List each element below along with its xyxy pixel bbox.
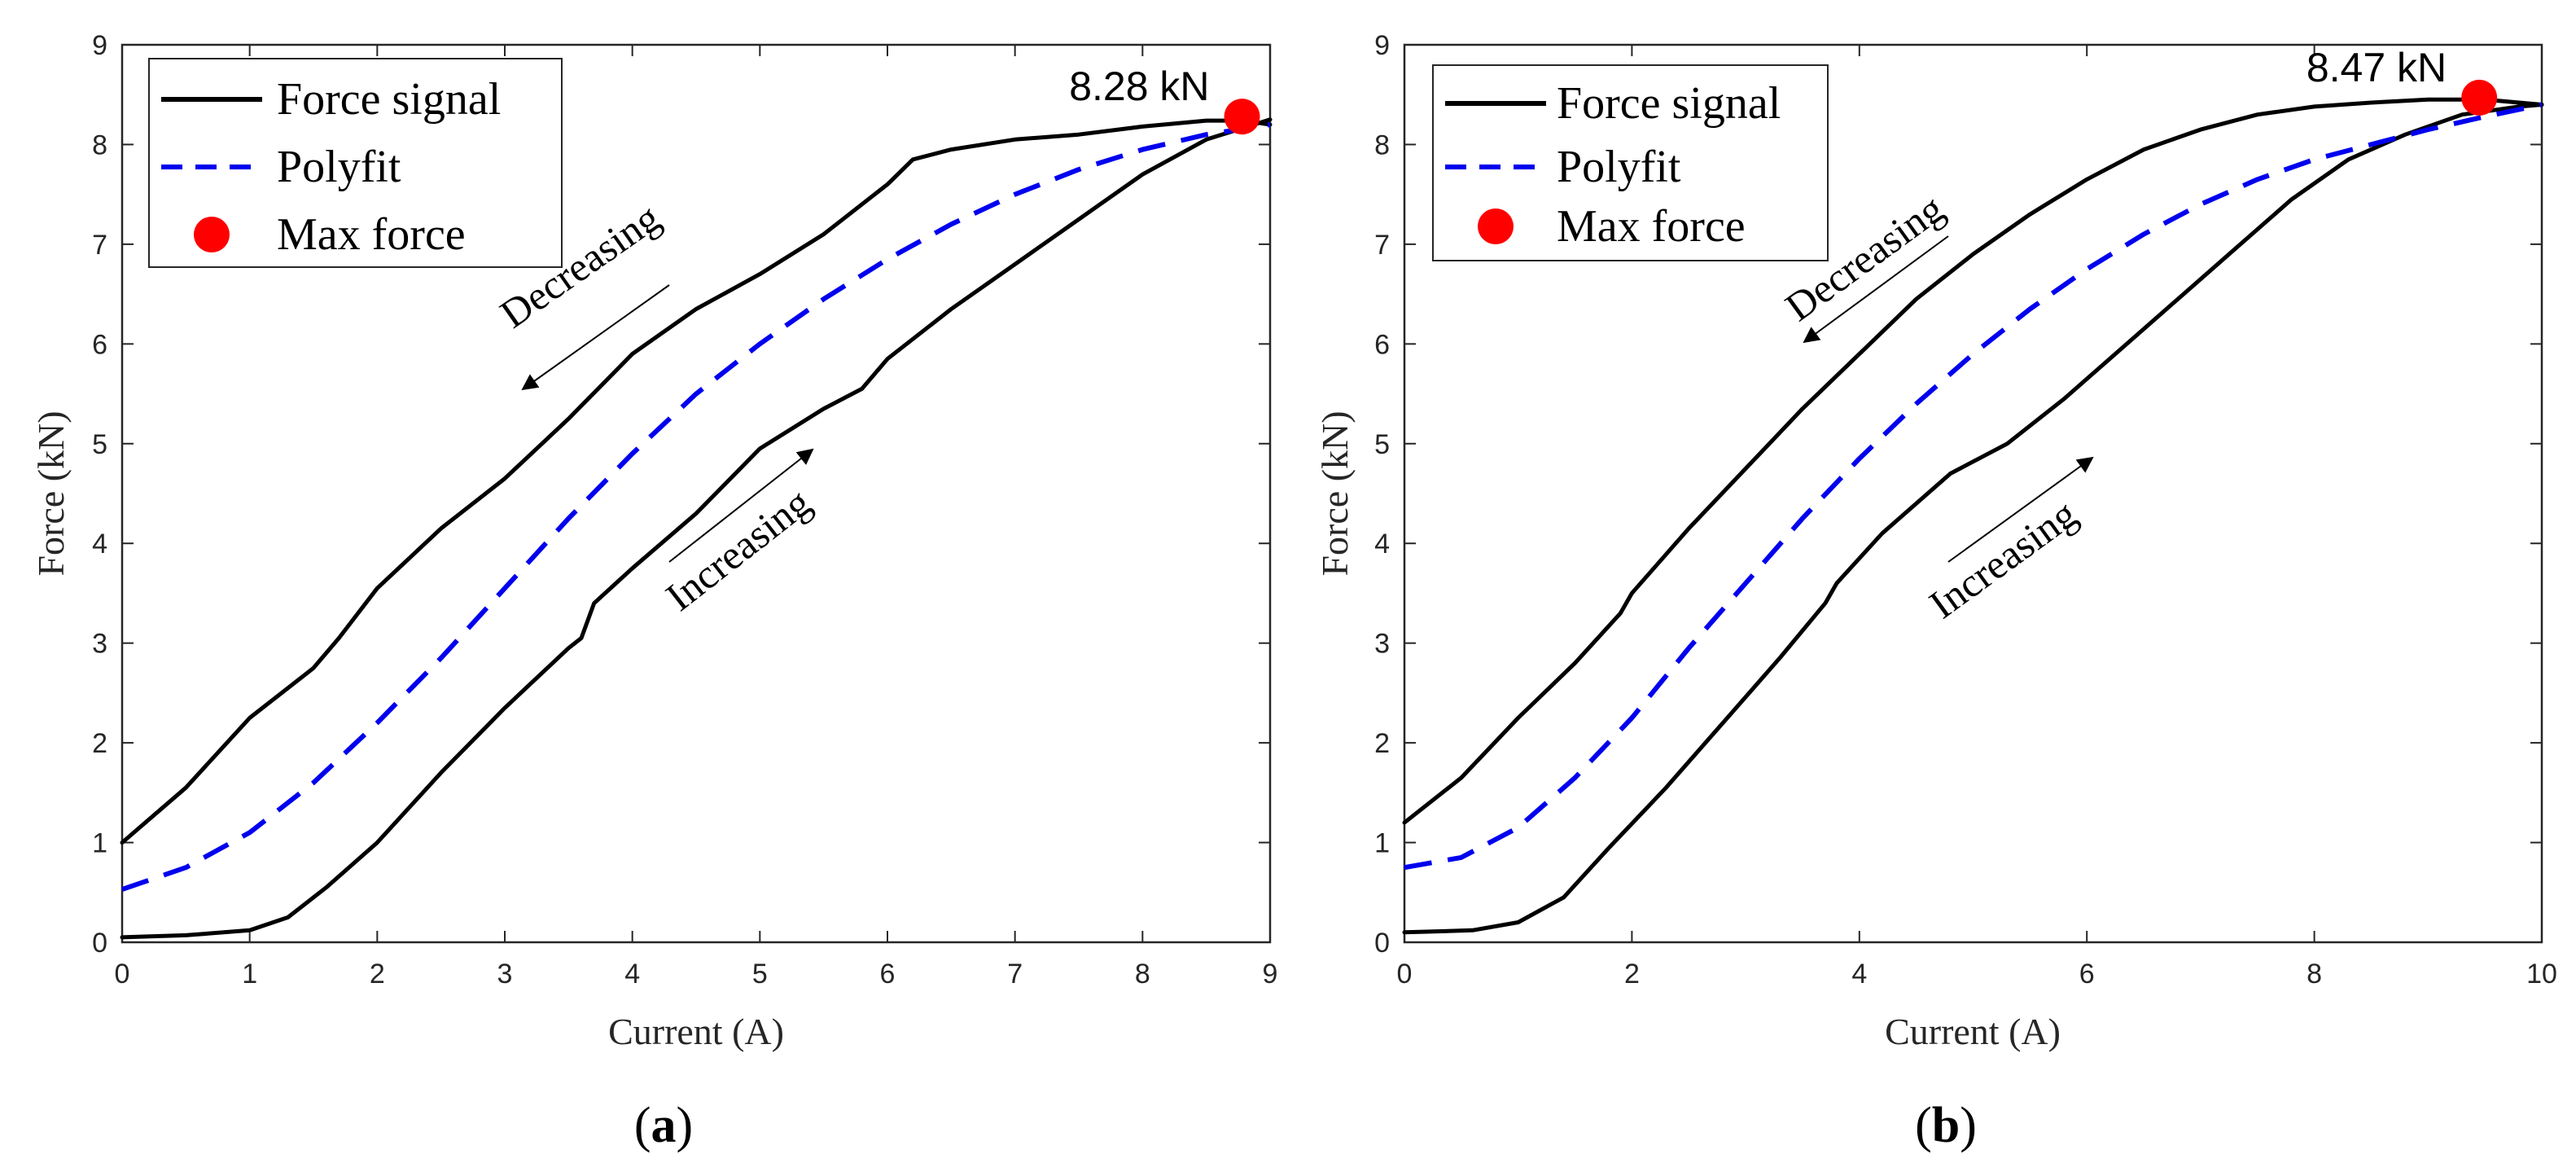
- legend-max-force-swatch: [1478, 208, 1514, 244]
- y-tick-label: 4: [1374, 529, 1390, 559]
- y-tick-label: 1: [1374, 828, 1390, 859]
- y-tick-label: 3: [92, 629, 107, 660]
- y-tick-label: 5: [1374, 429, 1390, 460]
- x-axis-ticks: 0 2 4 6 8 10: [1397, 45, 2557, 990]
- y-axis-ticks: 0 1 2 3 4 5 6 7 8 9: [92, 30, 1270, 959]
- y-tick-label: 2: [1374, 728, 1390, 759]
- x-tick-label: 3: [497, 959, 513, 990]
- x-tick-label: 0: [115, 959, 130, 990]
- y-tick-label: 0: [1374, 928, 1390, 959]
- x-tick-label: 4: [1851, 959, 1867, 990]
- x-tick-label: 7: [1007, 959, 1023, 990]
- max-force-marker: [2461, 79, 2498, 116]
- legend-max-force-swatch: [194, 217, 230, 252]
- decreasing-arrow: [521, 284, 670, 391]
- x-tick-label: 9: [1263, 959, 1278, 990]
- x-axis-ticks: 0 1 2 3 4 5 6 7 8 9: [115, 45, 1278, 990]
- panel-letter-a: a: [651, 1098, 677, 1153]
- y-tick-label: 8: [92, 129, 107, 160]
- legend: Force signal Polyfit Max force: [1432, 64, 1829, 261]
- y-tick-label: 8: [1374, 129, 1390, 160]
- force-signal-decreasing-line: [120, 118, 1273, 845]
- x-tick-label: 2: [370, 959, 385, 990]
- legend-max-force: Max force: [277, 209, 466, 260]
- legend: Force signal Polyfit Max force: [148, 58, 563, 268]
- max-force-label: 8.28 kN: [1069, 64, 1209, 109]
- polyfit-line: [121, 122, 1271, 892]
- series-group: [1402, 97, 2544, 935]
- y-tick-label: 1: [92, 828, 107, 859]
- y-tick-label: 7: [92, 230, 107, 261]
- max-force-marker: [1224, 99, 1260, 135]
- max-force-label: 8.47 kN: [2307, 45, 2447, 90]
- legend-force-signal: Force signal: [277, 74, 501, 125]
- increasing-arrow: [668, 448, 814, 563]
- legend-force-signal: Force signal: [1557, 78, 1781, 129]
- polyfit-line: [1404, 102, 2543, 871]
- panel-label-a: (a): [634, 1098, 693, 1153]
- force-signal-increasing-line: [1402, 103, 2544, 935]
- force-signal-increasing-line: [120, 117, 1273, 940]
- y-tick-label: 3: [1374, 629, 1390, 660]
- y-tick-label: 5: [92, 429, 107, 460]
- y-tick-label: 6: [92, 329, 107, 360]
- y-tick-label: 2: [92, 728, 107, 759]
- x-tick-label: 0: [1397, 959, 1413, 990]
- x-tick-label: 10: [2526, 959, 2557, 990]
- y-tick-label: 0: [92, 928, 107, 959]
- x-tick-label: 4: [624, 959, 640, 990]
- legend-max-force: Max force: [1557, 201, 1746, 252]
- panel-label-b: (b): [1915, 1098, 1977, 1153]
- x-tick-label: 8: [2307, 959, 2322, 990]
- y-tick-label: 9: [1374, 30, 1390, 61]
- x-tick-label: 1: [242, 959, 257, 990]
- y-tick-label: 4: [92, 529, 107, 559]
- series-group: [120, 117, 1273, 940]
- decreasing-arrow: [1803, 235, 1949, 344]
- legend-polyfit: Polyfit: [1557, 142, 1681, 192]
- x-tick-label: 6: [2079, 959, 2095, 990]
- force-signal-decreasing-line: [1402, 97, 2544, 825]
- legend-polyfit: Polyfit: [277, 142, 401, 192]
- y-tick-label: 9: [92, 30, 107, 61]
- x-axis-label: Current (A): [1885, 1011, 2061, 1052]
- y-axis-label: Force (kN): [1314, 410, 1356, 576]
- increasing-arrow: [1947, 456, 2094, 563]
- x-tick-label: 8: [1135, 959, 1150, 990]
- x-tick-label: 2: [1624, 959, 1640, 990]
- y-tick-label: 6: [1374, 329, 1390, 360]
- x-tick-label: 5: [752, 959, 768, 990]
- panel-letter-b: b: [1932, 1098, 1960, 1153]
- y-axis-label: Force (kN): [30, 410, 72, 576]
- y-tick-label: 7: [1374, 230, 1390, 261]
- x-tick-label: 6: [880, 959, 896, 990]
- x-axis-label: Current (A): [608, 1011, 784, 1052]
- y-axis-ticks: 0 1 2 3 4 5 6 7 8 9: [1374, 30, 2542, 959]
